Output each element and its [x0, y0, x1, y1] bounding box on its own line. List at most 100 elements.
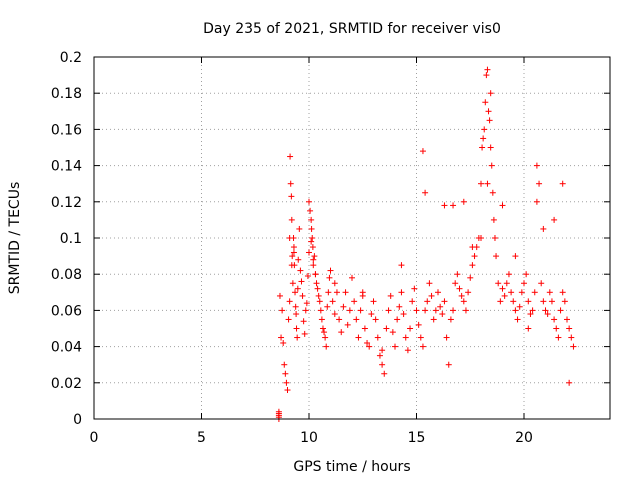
data-point — [309, 244, 316, 251]
y-tick-label: 0.02 — [51, 376, 82, 392]
data-point — [566, 325, 573, 332]
data-point — [527, 311, 534, 318]
data-point — [514, 316, 521, 323]
data-point — [450, 307, 457, 314]
data-point — [306, 198, 312, 205]
data-point — [308, 216, 315, 223]
data-point — [288, 193, 295, 200]
data-point — [400, 311, 407, 318]
data-point — [364, 339, 371, 346]
data-point — [467, 274, 474, 281]
data-point — [292, 289, 299, 296]
data-point — [314, 285, 321, 292]
data-point — [445, 361, 452, 368]
data-point — [529, 307, 536, 314]
data-point — [533, 162, 540, 169]
data-point — [437, 303, 444, 310]
x-axis-label: GPS time / hours — [293, 459, 410, 475]
data-point — [469, 262, 476, 269]
data-point — [495, 280, 502, 287]
data-point — [460, 198, 467, 205]
data-point — [432, 307, 439, 314]
data-point — [516, 303, 523, 310]
data-point — [398, 289, 405, 296]
data-point — [324, 303, 331, 310]
grid-lines — [94, 57, 610, 419]
y-tick-label: 0.18 — [51, 86, 82, 102]
data-point — [355, 334, 362, 341]
y-tick-label: 0.16 — [51, 122, 82, 138]
data-point — [538, 280, 545, 287]
plot-frame — [93, 56, 611, 420]
data-point — [293, 325, 300, 332]
data-point — [411, 285, 418, 292]
data-point — [300, 318, 307, 325]
data-point — [426, 280, 433, 287]
x-tick-label: 10 — [300, 430, 318, 446]
data-point — [409, 298, 416, 305]
data-point — [415, 321, 422, 328]
data-point — [278, 334, 285, 341]
data-point — [286, 298, 293, 305]
data-point — [404, 347, 411, 354]
data-point — [540, 225, 547, 232]
data-point — [289, 253, 296, 260]
data-point — [323, 343, 330, 350]
y-tick-label: 0.04 — [51, 340, 82, 356]
data-point — [490, 216, 497, 223]
data-point — [402, 334, 409, 341]
data-point — [288, 262, 295, 269]
data-point — [483, 72, 490, 79]
data-point — [392, 343, 398, 350]
data-point — [312, 271, 319, 278]
data-point — [288, 216, 295, 223]
data-point — [301, 330, 308, 337]
data-point — [491, 235, 498, 241]
data-point — [346, 307, 353, 314]
data-point — [417, 334, 424, 341]
y-tick-label: 0.14 — [51, 159, 82, 175]
data-point — [394, 316, 401, 323]
data-point — [298, 278, 305, 285]
data-point — [487, 90, 494, 97]
data-point — [297, 267, 304, 274]
data-point — [283, 379, 290, 386]
data-point — [287, 180, 294, 187]
data-point — [307, 207, 314, 214]
data-point — [309, 235, 316, 241]
data-point — [353, 316, 360, 323]
data-point — [359, 289, 366, 296]
data-point — [521, 280, 527, 287]
data-point — [319, 325, 326, 332]
data-point — [505, 271, 512, 278]
data-point — [293, 311, 300, 318]
data-point — [398, 262, 405, 269]
data-point — [295, 256, 302, 263]
data-point — [368, 311, 375, 318]
data-point — [525, 325, 532, 332]
data-point — [493, 253, 500, 260]
y-tick-label: 0 — [73, 412, 82, 428]
data-point — [407, 325, 414, 332]
data-point — [548, 298, 555, 305]
data-point — [484, 66, 491, 73]
data-point — [316, 298, 323, 305]
data-point — [479, 144, 486, 151]
data-point — [313, 280, 320, 287]
data-point — [570, 343, 577, 350]
data-point — [489, 189, 496, 196]
data-point — [568, 334, 575, 341]
data-point — [387, 292, 394, 299]
axis-ticks: 0 0.02 0.04 0.06 0.08 0.1 0.12 0.14 0.16 0.18 0.2 0… — [51, 50, 610, 446]
data-point — [533, 198, 540, 205]
data-point — [303, 300, 310, 307]
chart-title: Day 235 of 2021, SRMTID for receiver vis… — [203, 21, 501, 37]
data-point — [344, 321, 351, 328]
data-point — [357, 307, 364, 314]
data-point — [441, 202, 448, 209]
y-tick-label: 0.08 — [51, 267, 82, 283]
data-point — [381, 370, 388, 377]
data-point — [510, 298, 517, 305]
data-point — [428, 292, 435, 299]
data-point — [485, 108, 492, 115]
